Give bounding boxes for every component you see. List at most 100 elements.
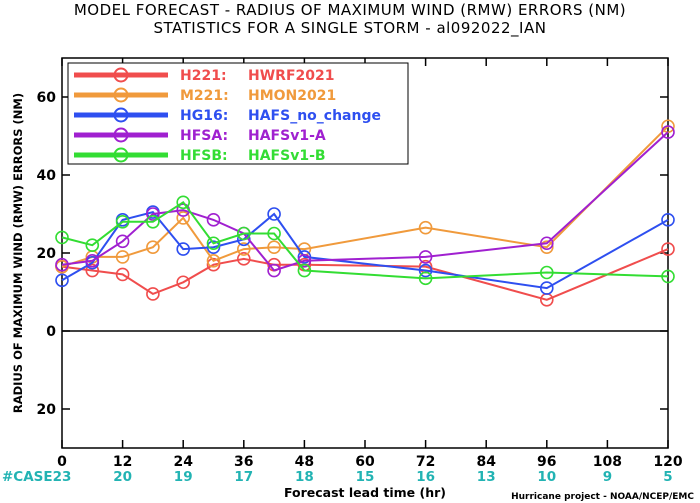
series-line: [61, 125, 669, 268]
data-point: [206, 236, 221, 251]
y-tick-label: 40: [37, 168, 57, 184]
data-point: [267, 207, 281, 221]
x-tick-label: 24: [173, 454, 193, 470]
data-point: [85, 238, 100, 252]
data-point: [661, 213, 675, 227]
x-tick-label: 36: [234, 454, 253, 470]
data-point: [85, 253, 100, 268]
data-point: [206, 253, 221, 268]
data-point: [237, 242, 251, 256]
legend-item-m221: M221: HMON2021: [74, 87, 336, 104]
legend-desc: HMON2021: [248, 88, 336, 104]
x-axis-label: Forecast lead time (hr): [284, 485, 446, 500]
data-point: [267, 263, 281, 278]
x-tick-label: 108: [593, 454, 622, 470]
series-line: [61, 210, 669, 290]
data-point: [55, 257, 69, 272]
data-point: [267, 240, 281, 254]
legend-marker: [113, 87, 129, 103]
x-tick-label: 72: [416, 454, 435, 470]
data-point: [539, 281, 554, 295]
data-point: [176, 195, 190, 210]
legend-id: HFSB:: [180, 148, 228, 164]
case-count: 17: [234, 469, 253, 485]
legend-id: H221:: [180, 68, 227, 84]
x-tick-label: 120: [653, 454, 682, 470]
data-point: [539, 265, 554, 280]
data-point: [267, 226, 281, 241]
chart-title-line-2: STATISTICS FOR A SINGLE STORM - al092022…: [154, 19, 547, 38]
data-point: [661, 242, 675, 256]
case-count: 15: [356, 469, 375, 485]
data-point: [176, 275, 190, 290]
y-tick-label: 20: [37, 246, 57, 262]
legend-marker: [113, 107, 129, 123]
legend-marker: [113, 147, 129, 163]
data-point: [297, 253, 312, 268]
data-point: [237, 226, 251, 241]
data-point: [418, 263, 433, 278]
legend-desc: HAFSv1-A: [248, 128, 326, 144]
legend-desc: HWRF2021: [248, 68, 334, 84]
y-axis-label: RADIUS OF MAXIMUM WIND (RMW) ERRORS (NM): [11, 93, 25, 413]
x-tick-label: 48: [295, 454, 314, 470]
data-point: [539, 240, 554, 254]
data-point: [206, 213, 221, 227]
case-count: 16: [416, 469, 435, 485]
x-tick-label: 60: [355, 454, 375, 470]
data-point: [115, 234, 130, 249]
data-point: [146, 207, 160, 221]
data-point: [237, 252, 251, 266]
data-point: [539, 236, 554, 251]
data-point: [55, 273, 69, 288]
case-count: 18: [295, 469, 314, 485]
legend-marker: [113, 67, 129, 83]
data-point: [115, 215, 130, 229]
legend-id: HG16:: [180, 108, 228, 124]
data-point: [206, 240, 221, 254]
x-tick-label: 12: [113, 454, 132, 470]
data-point: [661, 125, 675, 139]
data-point: [297, 250, 312, 264]
case-count: 23: [53, 469, 72, 485]
x-tick-label: 0: [57, 454, 67, 470]
series-line: [61, 248, 669, 301]
case-label: #CASE: [2, 469, 53, 485]
case-count: 5: [663, 469, 672, 485]
data-point: [146, 215, 160, 229]
data-point: [661, 269, 675, 284]
data-point: [176, 211, 190, 225]
case-count: 19: [174, 469, 193, 485]
credit-text: Hurricane project - NOAA/NCEP/EMC: [511, 492, 694, 502]
legend-item-hg16: HG16: HAFS_no_change: [74, 107, 381, 124]
case-count: 13: [477, 469, 496, 485]
x-tick-label: 84: [476, 454, 496, 470]
data-point: [418, 250, 433, 264]
data-point: [115, 250, 130, 264]
y-tick-label: 60: [37, 90, 57, 106]
chart-title-line-1: MODEL FORECAST - RADIUS OF MAXIMUM WIND …: [74, 1, 626, 19]
data-point: [418, 271, 433, 286]
legend-id: HFSA:: [180, 128, 228, 144]
data-point: [115, 267, 130, 282]
case-count: 10: [537, 469, 556, 485]
data-point: [146, 287, 160, 301]
legend-item-hfsa: HFSA: HAFSv1-A: [74, 127, 326, 144]
series-hfsb: [55, 195, 675, 286]
y-tick-label: 20: [37, 402, 57, 418]
legend-id: M221:: [180, 88, 229, 104]
x-tick-label: 96: [537, 454, 556, 470]
legend-marker: [113, 127, 129, 143]
data-point: [418, 220, 433, 235]
y-tick-label: 0: [46, 324, 56, 340]
data-point: [297, 263, 312, 278]
legend-desc: HAFS_no_change: [248, 108, 381, 124]
legend-item-hfsb: HFSB: HAFSv1-B: [74, 147, 326, 164]
data-point: [85, 263, 100, 278]
case-count: 9: [603, 469, 612, 485]
legend-item-h221: H221: HWRF2021: [74, 67, 334, 84]
case-count: 20: [113, 469, 132, 485]
data-point: [176, 242, 190, 256]
data-point: [206, 257, 221, 272]
